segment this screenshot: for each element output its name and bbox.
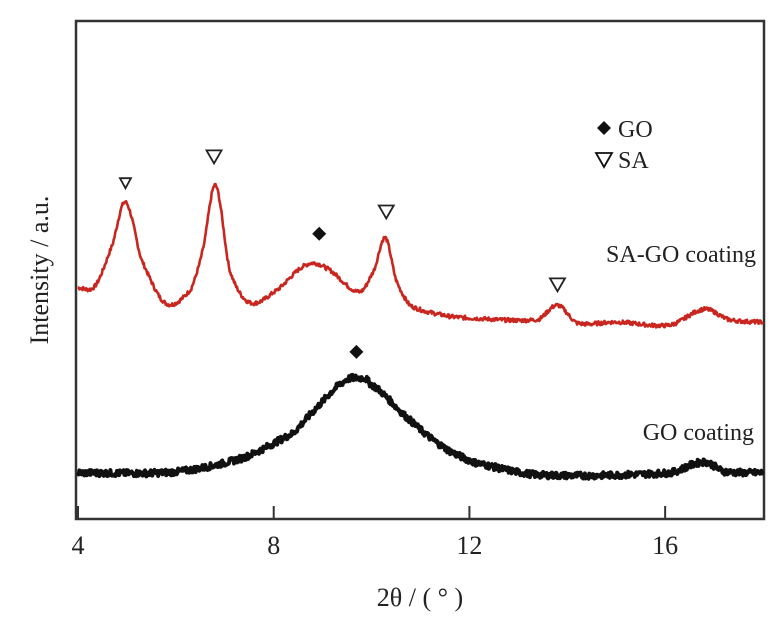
x-tick-label: 12 xyxy=(456,531,482,560)
sa-peak-triangle-marker xyxy=(118,177,133,191)
series-line-go-coating xyxy=(76,372,765,481)
x-axis-label: 2θ / ( ° ) xyxy=(377,583,463,612)
go-peak-diamond-marker xyxy=(312,226,327,241)
go-peak-diamond-marker xyxy=(349,344,364,359)
legend-sa-label: SA xyxy=(618,148,649,174)
sa-peak-triangle-marker xyxy=(377,204,396,221)
legend: GO SA xyxy=(594,117,653,174)
legend-sa-triangle-icon xyxy=(594,152,614,169)
plot-frame xyxy=(74,19,766,521)
legend-go-label: GO xyxy=(618,117,653,143)
series-line-sa-go-coating xyxy=(77,182,765,329)
annotation-go-coating: GO coating xyxy=(643,420,754,446)
sa-peak-triangle-marker xyxy=(204,149,224,166)
x-tick-label: 16 xyxy=(652,531,678,560)
x-tick-label: 4 xyxy=(72,531,85,560)
sa-peak-triangle-marker xyxy=(548,277,567,294)
legend-go-diamond-icon xyxy=(597,121,611,135)
x-tick-label: 8 xyxy=(267,531,280,560)
y-axis-label: Intensity / a.u. xyxy=(25,196,54,345)
annotation-sa-go-coating: SA-GO coating xyxy=(606,242,756,268)
